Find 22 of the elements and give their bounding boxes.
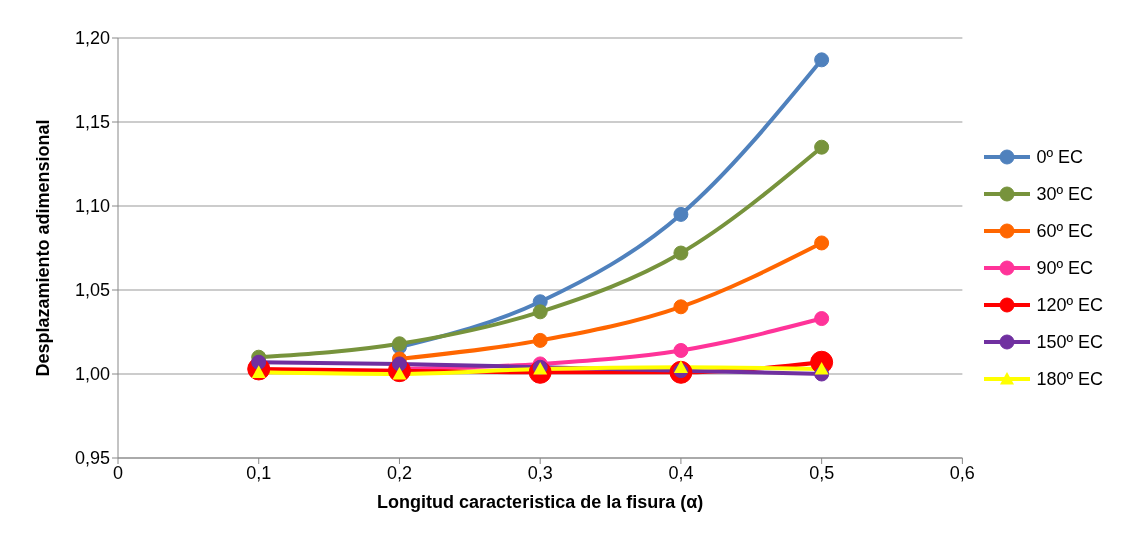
legend-label: 180º EC (1036, 368, 1103, 390)
y-tick-label: 1,15 (74, 112, 110, 133)
y-tick-label: 1,20 (74, 28, 110, 49)
y-axis-title: Desplazamiento adimensional (33, 119, 54, 377)
x-axis-title: Longitud caracteristica de la fisura (α) (377, 492, 704, 512)
x-tick-label: 0 (112, 462, 124, 483)
legend-label: 60º EC (1036, 220, 1093, 242)
x-tick-label: 0,1 (246, 462, 272, 483)
x-tick-label: 0,4 (668, 462, 694, 483)
x-tick-label: 0,5 (809, 462, 835, 483)
y-tick-label: 1,10 (74, 196, 110, 217)
y-tick-label: 0,95 (74, 448, 110, 469)
x-tick-label: 0,6 (949, 462, 975, 483)
legend-label: 30º EC (1036, 183, 1093, 205)
legend-label: 120º EC (1036, 294, 1103, 316)
legend-label: 0º EC (1036, 146, 1083, 168)
x-tick-label: 0,2 (386, 462, 412, 483)
legend-label: 90º EC (1036, 257, 1093, 279)
x-tick-label: 0,3 (527, 462, 553, 483)
y-tick-label: 1,00 (74, 364, 110, 385)
legend-label: 150º EC (1036, 331, 1103, 353)
y-tick-label: 1,05 (74, 280, 110, 301)
